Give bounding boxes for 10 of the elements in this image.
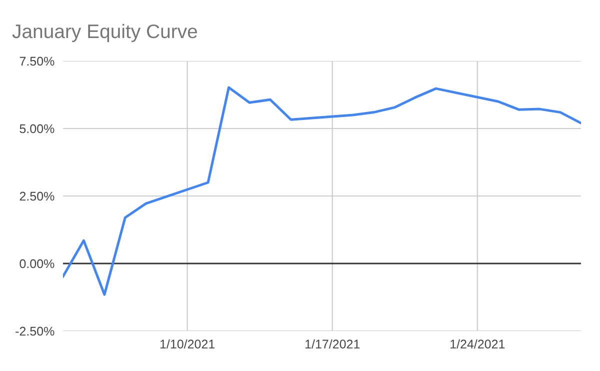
- y-tick-label: 5.00%: [20, 124, 54, 134]
- y-tick-label: 0.00%: [20, 259, 54, 268]
- y-tick-label: 2.50%: [20, 192, 54, 201]
- x-tick-label: 1/17/2021: [306, 339, 360, 349]
- y-tick-label: 7.50%: [20, 56, 54, 66]
- line-series: [63, 86, 581, 296]
- chart-title: January Equity Curve: [12, 24, 198, 42]
- x-tick-label: 1/24/2021: [450, 339, 505, 349]
- y-tick-label: -2.50%: [16, 326, 54, 336]
- x-tick-label: 1/10/2021: [160, 339, 215, 349]
